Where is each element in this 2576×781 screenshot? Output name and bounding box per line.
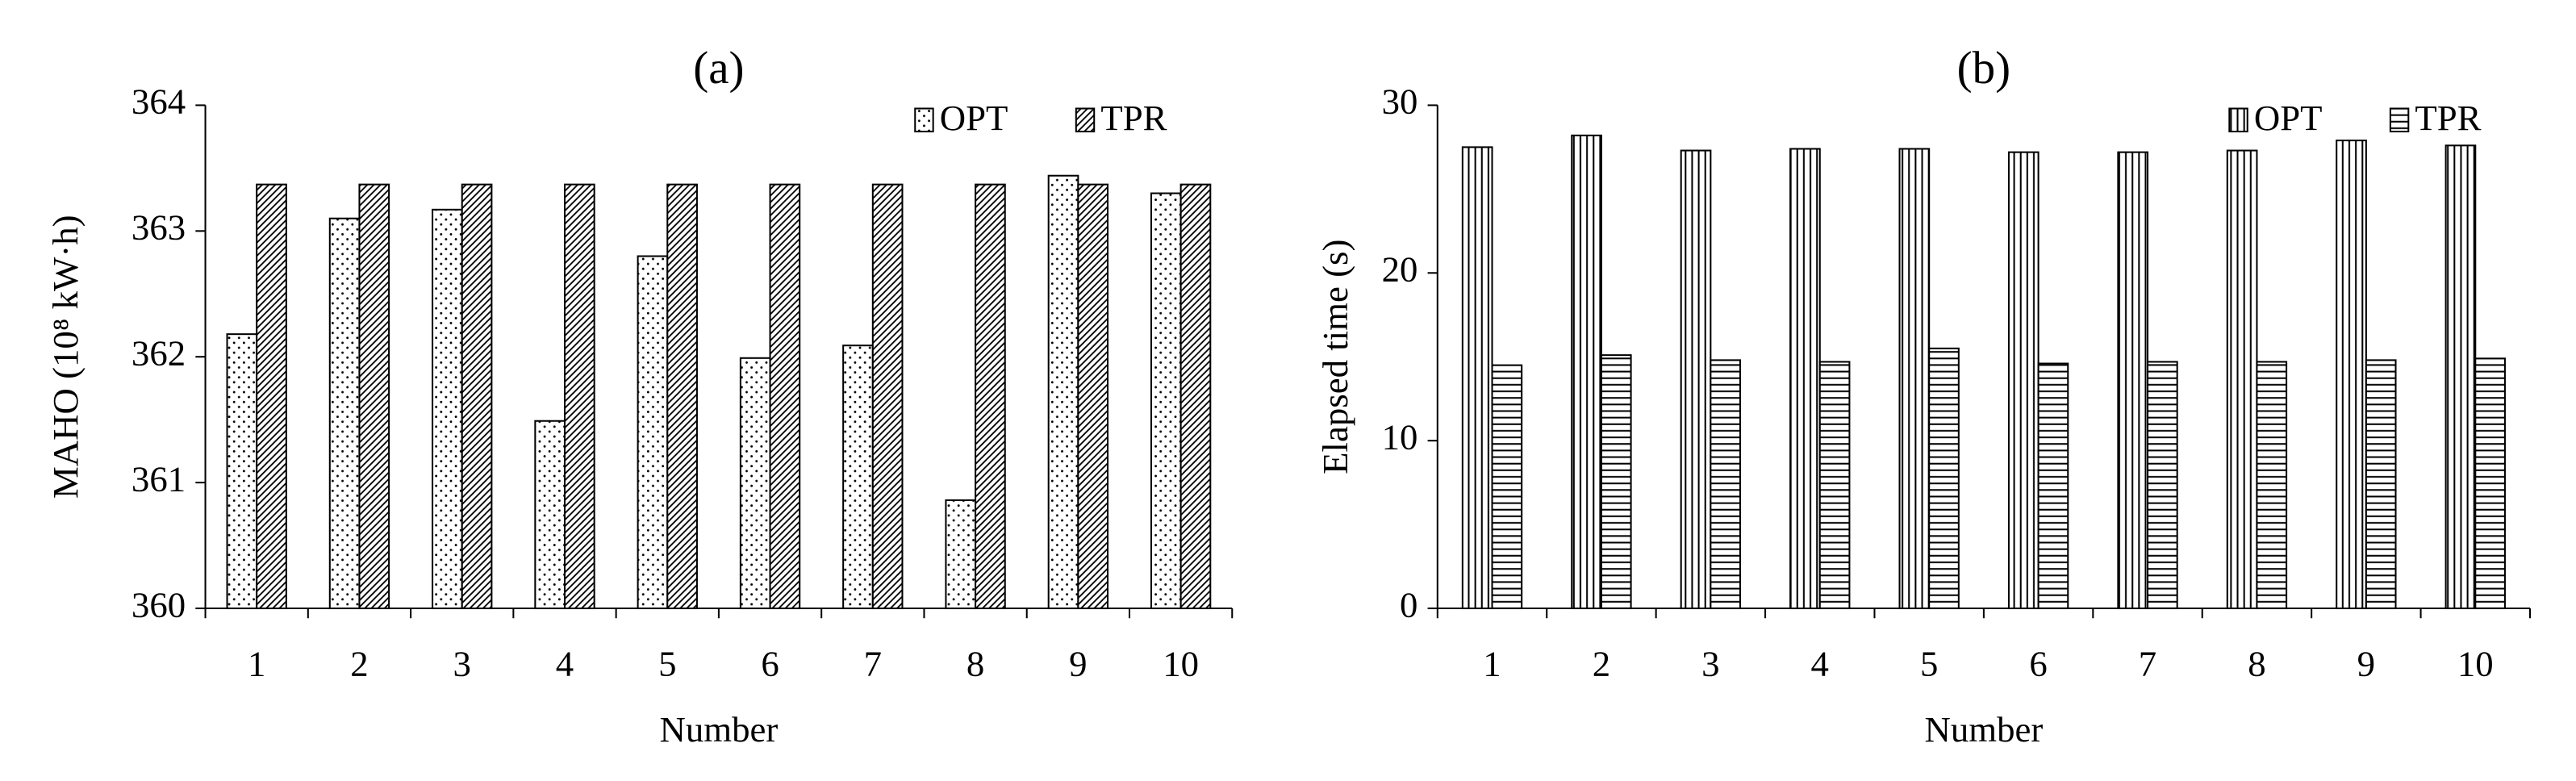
legend-swatch: [2228, 107, 2248, 133]
bar: [534, 420, 566, 610]
y-tick-label: 363: [132, 207, 186, 248]
x-tick-label: 1: [248, 644, 265, 684]
x-tick-label: 5: [1920, 644, 1938, 684]
x-tick-label: 2: [1593, 644, 1610, 684]
x-axis-label: Number: [660, 709, 779, 750]
bar: [769, 183, 801, 610]
x-tick-label: 7: [2139, 644, 2156, 684]
bar: [739, 357, 771, 610]
y-tick-label: 0: [1400, 584, 1417, 624]
bar: [1680, 149, 1712, 610]
legend-swatch: [1075, 107, 1096, 133]
legend-label: OPT: [2254, 98, 2323, 138]
y-tick-label: 361: [132, 458, 186, 499]
bar: [1571, 134, 1602, 610]
x-tick-label: 3: [1701, 644, 1719, 684]
x-tick-label: 6: [761, 644, 779, 684]
bar: [2444, 144, 2477, 610]
legend-swatch: [2389, 107, 2410, 133]
bar: [1789, 148, 1821, 610]
y-tick-label: 10: [1382, 416, 1418, 457]
legend-label: TPR: [2415, 98, 2481, 138]
bar: [1898, 148, 1931, 610]
bar: [637, 255, 669, 610]
bar: [1710, 359, 1742, 610]
bar: [2147, 361, 2178, 610]
bar: [871, 183, 904, 610]
bar: [461, 183, 493, 610]
x-tick-label: 5: [658, 644, 676, 684]
x-tick-label: 4: [1811, 644, 1829, 684]
x-tick-label: 8: [2248, 644, 2265, 684]
legend-label: TPR: [1100, 98, 1167, 138]
bar: [2256, 361, 2288, 610]
x-tick-label: 6: [2029, 644, 2047, 684]
legend-swatch: [914, 107, 934, 133]
bar: [1600, 354, 1632, 610]
chart-title: (a): [693, 43, 744, 94]
x-tick-label: 2: [350, 644, 368, 684]
y-tick-label: 20: [1382, 249, 1418, 290]
bar: [256, 183, 287, 610]
x-tick-label: 4: [556, 644, 574, 684]
bar: [2226, 149, 2258, 610]
bar: [2365, 359, 2397, 610]
y-tick-label: 362: [132, 332, 186, 373]
y-tick-label: 30: [1382, 81, 1418, 122]
bar: [1461, 146, 1493, 610]
bar: [432, 208, 463, 610]
chart-title: (b): [1957, 43, 2010, 94]
y-tick-label: 364: [132, 81, 186, 122]
x-tick-label: 7: [864, 644, 882, 684]
bar: [1047, 174, 1079, 610]
bar: [358, 183, 390, 610]
y-tick-label: 360: [132, 584, 186, 624]
x-tick-label: 1: [1483, 644, 1501, 684]
bar: [945, 499, 977, 610]
x-axis-label: Number: [1925, 709, 2044, 750]
bar: [2007, 151, 2040, 610]
x-tick-label: 3: [453, 644, 471, 684]
bar: [1150, 192, 1182, 610]
bar: [2117, 151, 2149, 610]
bar: [975, 183, 1006, 610]
y-axis-label: MAHO (10⁸ kW·h): [45, 215, 86, 499]
x-tick-label: 8: [967, 644, 984, 684]
x-tick-label: 10: [1163, 644, 1199, 684]
bar: [1928, 347, 1960, 610]
x-tick-label: 9: [1069, 644, 1087, 684]
bar: [2037, 362, 2069, 610]
bar: [328, 217, 361, 610]
bar: [2336, 140, 2367, 610]
bar: [842, 345, 874, 610]
bar: [666, 183, 698, 610]
bar: [1818, 361, 1851, 610]
bar: [1491, 364, 1523, 610]
bar: [563, 183, 595, 610]
y-axis-label: Elapsed time (s): [1315, 240, 1355, 474]
bar: [1179, 183, 1212, 610]
bar: [226, 333, 258, 610]
bar: [1077, 183, 1109, 610]
x-tick-label: 10: [2457, 644, 2494, 684]
bar: [2474, 357, 2506, 610]
x-tick-label: 9: [2357, 644, 2375, 684]
legend-label: OPT: [940, 98, 1008, 138]
